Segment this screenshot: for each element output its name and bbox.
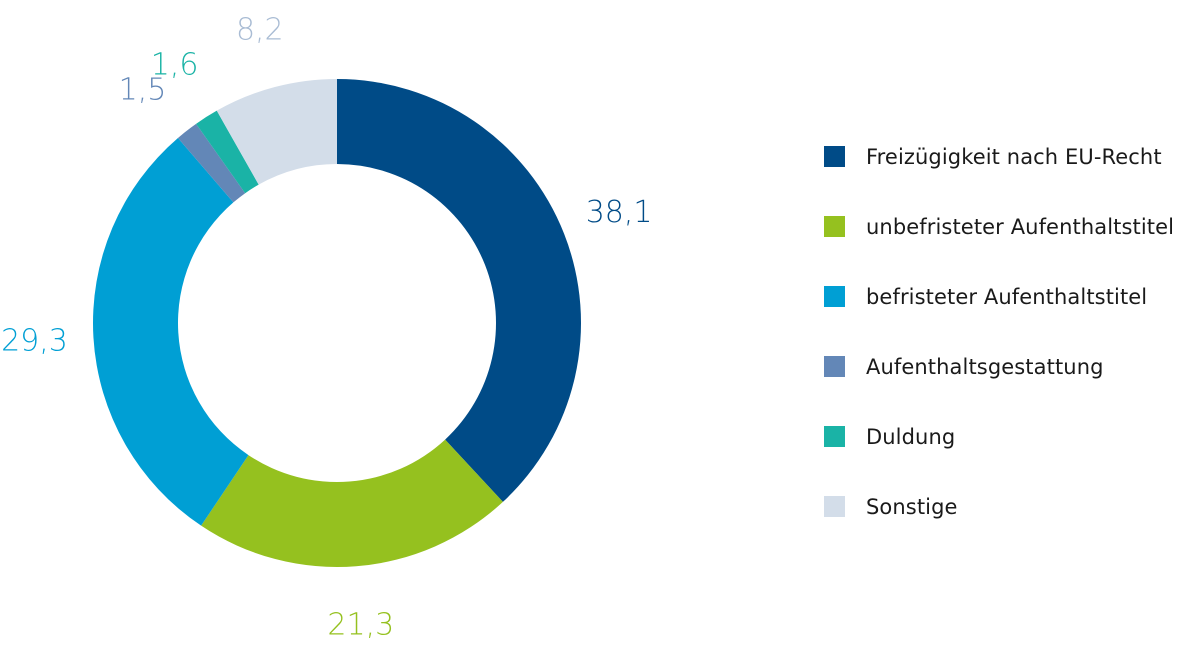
data-label-duldung: 1,6 [151, 48, 199, 83]
legend-item-sonstige: Sonstige [824, 489, 1174, 524]
legend-item-unbefristeter-aufenthaltstitel: unbefristeter Aufenthaltstitel [824, 209, 1174, 244]
legend-label: Freizügigkeit nach EU-Recht [866, 144, 1162, 169]
data-label-freizuegigkeit: 38,1 [586, 195, 653, 230]
legend-label: unbefristeter Aufenthaltstitel [866, 214, 1175, 239]
donut-chart: 38,1 21,3 29,3 1,51,6 8,2 [1, 13, 652, 643]
slice-unbefristet [201, 439, 503, 567]
legend-swatch [824, 286, 845, 307]
legend-item-duldung: Duldung [824, 419, 1174, 454]
legend-item-befristeter-aufenthaltstitel: befristeter Aufenthaltstitel [824, 279, 1174, 314]
slice-befristet [92, 137, 249, 526]
donut-slices [92, 79, 581, 567]
legend-label: Duldung [866, 424, 956, 449]
legend-swatch [824, 496, 845, 517]
legend-swatch [824, 356, 845, 377]
data-label-unbefristet: 21,3 [327, 608, 394, 643]
legend-label: befristeter Aufenthaltstitel [866, 284, 1148, 309]
data-label-befristet: 29,3 [1, 324, 68, 359]
data-label-gestattung: 1,5 [119, 73, 167, 108]
legend-swatch [824, 146, 845, 167]
slice-duldung [196, 110, 259, 194]
legend-label: Aufenthaltsgestattung [866, 354, 1104, 379]
legend-item-aufenthaltsgestattung: Aufenthaltsgestattung [824, 349, 1174, 384]
legend-swatch [824, 426, 845, 447]
slice-gestattung [177, 123, 246, 203]
legend-swatch [824, 216, 845, 237]
legend-item-freizuegigkeit: Freizügigkeit nach EU-Recht [824, 139, 1174, 174]
legend-label: Sonstige [866, 494, 958, 519]
data-label-sonstige: 8,2 [236, 13, 284, 48]
data-labels: 38,1 21,3 29,3 1,51,6 8,2 [1, 13, 652, 643]
legend: Freizügigkeit nach EU-Recht unbefristete… [824, 139, 1174, 559]
slice-sonstige [216, 79, 337, 185]
slice-freizuegigkeit [337, 79, 581, 502]
